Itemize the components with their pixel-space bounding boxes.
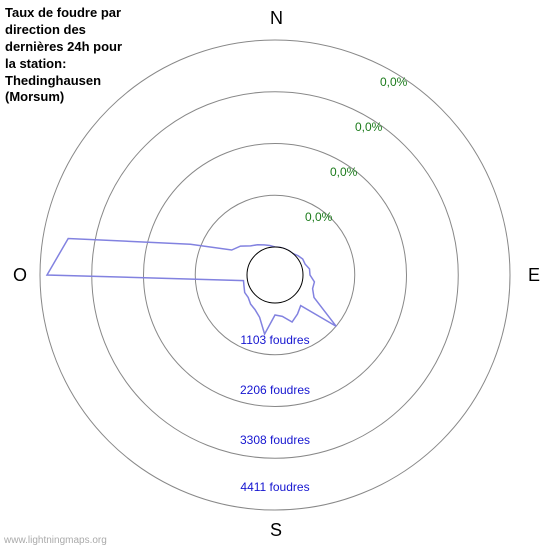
foudres-label-ring4: 4411 foudres [240, 480, 309, 494]
chart-title: Taux de foudre par direction des dernièr… [5, 5, 125, 106]
attribution-text: www.lightningmaps.org [4, 535, 107, 546]
foudres-label-ring3: 3308 foudres [240, 433, 310, 447]
cardinal-n: N [270, 8, 283, 29]
pct-label-ring2: 0,0% [330, 165, 357, 179]
pct-label-ring1: 0,0% [305, 210, 332, 224]
foudres-label-ring1: 1103 foudres [240, 333, 309, 347]
pct-label-ring3: 0,0% [355, 120, 382, 134]
foudres-label-ring2: 2206 foudres [240, 383, 310, 397]
cardinal-e: E [528, 265, 540, 286]
cardinal-w: O [13, 265, 27, 286]
pct-label-ring4: 0,0% [380, 75, 407, 89]
cardinal-s: S [270, 520, 282, 541]
